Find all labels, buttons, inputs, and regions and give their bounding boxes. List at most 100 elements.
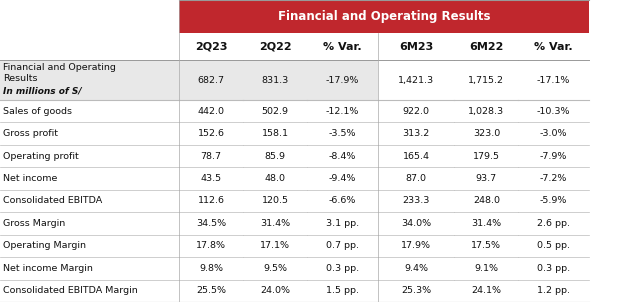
Text: 313.2: 313.2 [403, 129, 429, 138]
Text: -9.4%: -9.4% [329, 174, 356, 183]
Text: 17.8%: 17.8% [196, 241, 226, 250]
Bar [454, 145, 518, 167]
Bar [243, 257, 307, 280]
Bar [454, 167, 518, 190]
Bar [378, 167, 454, 190]
Bar [243, 33, 307, 60]
Text: 0.3 pp.: 0.3 pp. [537, 264, 570, 273]
Bar [307, 100, 378, 122]
Text: 112.6: 112.6 [198, 197, 225, 205]
Bar [179, 167, 243, 190]
Bar [378, 100, 454, 122]
Bar [378, 190, 454, 212]
Bar [518, 212, 589, 235]
Text: 87.0: 87.0 [406, 174, 426, 183]
Bar [0, 212, 179, 235]
Bar [0, 190, 179, 212]
Bar [454, 280, 518, 302]
Text: -3.5%: -3.5% [329, 129, 356, 138]
Bar [179, 212, 243, 235]
Text: Gross Margin: Gross Margin [3, 219, 65, 228]
Text: 502.9: 502.9 [262, 107, 289, 116]
Bar [518, 280, 589, 302]
Bar [243, 280, 307, 302]
Bar [243, 122, 307, 145]
Bar [518, 235, 589, 257]
Text: Financial and Operating: Financial and Operating [3, 63, 116, 72]
Bar [0, 167, 179, 190]
Bar [307, 190, 378, 212]
Bar [243, 100, 307, 122]
Text: 2.6 pp.: 2.6 pp. [537, 219, 570, 228]
Bar [378, 212, 454, 235]
Bar [307, 33, 378, 60]
Text: -10.3%: -10.3% [537, 107, 570, 116]
Text: 831.3: 831.3 [262, 76, 289, 85]
Bar [179, 122, 243, 145]
Bar [0, 145, 179, 167]
Bar [454, 235, 518, 257]
Text: 93.7: 93.7 [476, 174, 497, 183]
Bar [518, 257, 589, 280]
Bar [518, 122, 589, 145]
Bar [179, 100, 243, 122]
Bar [454, 212, 518, 235]
Text: -3.0%: -3.0% [540, 129, 567, 138]
Text: 31.4%: 31.4% [260, 219, 291, 228]
Text: Net income Margin: Net income Margin [3, 264, 93, 273]
Text: 34.5%: 34.5% [196, 219, 227, 228]
Bar [0, 33, 179, 60]
Bar [307, 235, 378, 257]
Text: 120.5: 120.5 [262, 197, 289, 205]
Text: 25.5%: 25.5% [196, 286, 226, 295]
Text: Consolidated EBITDA Margin: Consolidated EBITDA Margin [3, 286, 138, 295]
Text: 6M22: 6M22 [469, 42, 504, 52]
Text: 0.7 pp.: 0.7 pp. [326, 241, 359, 250]
Text: -7.9%: -7.9% [540, 152, 567, 161]
Text: 9.1%: 9.1% [474, 264, 499, 273]
Bar [243, 235, 307, 257]
Text: 9.4%: 9.4% [404, 264, 428, 273]
Text: 85.9: 85.9 [265, 152, 285, 161]
Text: Operating profit: Operating profit [3, 152, 79, 161]
Bar [243, 212, 307, 235]
Text: Results: Results [3, 74, 38, 83]
Bar [0, 257, 179, 280]
Text: 34.0%: 34.0% [401, 219, 431, 228]
Text: 43.5: 43.5 [200, 174, 222, 183]
Text: 1.2 pp.: 1.2 pp. [537, 286, 570, 295]
Bar [243, 145, 307, 167]
Bar [307, 280, 378, 302]
Bar [0, 100, 179, 122]
Text: Gross profit: Gross profit [3, 129, 58, 138]
Text: Sales of goods: Sales of goods [3, 107, 72, 116]
Text: 25.3%: 25.3% [401, 286, 431, 295]
Bar [454, 190, 518, 212]
Text: 2Q23: 2Q23 [195, 42, 227, 52]
Bar [378, 33, 454, 60]
Bar [307, 212, 378, 235]
Bar [307, 167, 378, 190]
Bar [378, 122, 454, 145]
Bar [179, 33, 243, 60]
Text: -17.1%: -17.1% [537, 76, 570, 85]
Bar [518, 145, 589, 167]
Bar [0, 280, 179, 302]
Bar [0, 122, 179, 145]
Text: -7.2%: -7.2% [540, 174, 567, 183]
Text: -8.4%: -8.4% [329, 152, 356, 161]
Bar [307, 122, 378, 145]
Text: 1,028.3: 1,028.3 [468, 107, 504, 116]
Bar [243, 190, 307, 212]
Text: Net income: Net income [3, 174, 58, 183]
Bar [378, 235, 454, 257]
Bar [179, 235, 243, 257]
Text: 48.0: 48.0 [265, 174, 285, 183]
Bar [179, 145, 243, 167]
Text: -6.6%: -6.6% [329, 197, 356, 205]
Text: 17.1%: 17.1% [260, 241, 290, 250]
Text: 0.5 pp.: 0.5 pp. [537, 241, 570, 250]
Text: 165.4: 165.4 [403, 152, 429, 161]
Text: 24.1%: 24.1% [472, 286, 501, 295]
Bar [454, 33, 518, 60]
